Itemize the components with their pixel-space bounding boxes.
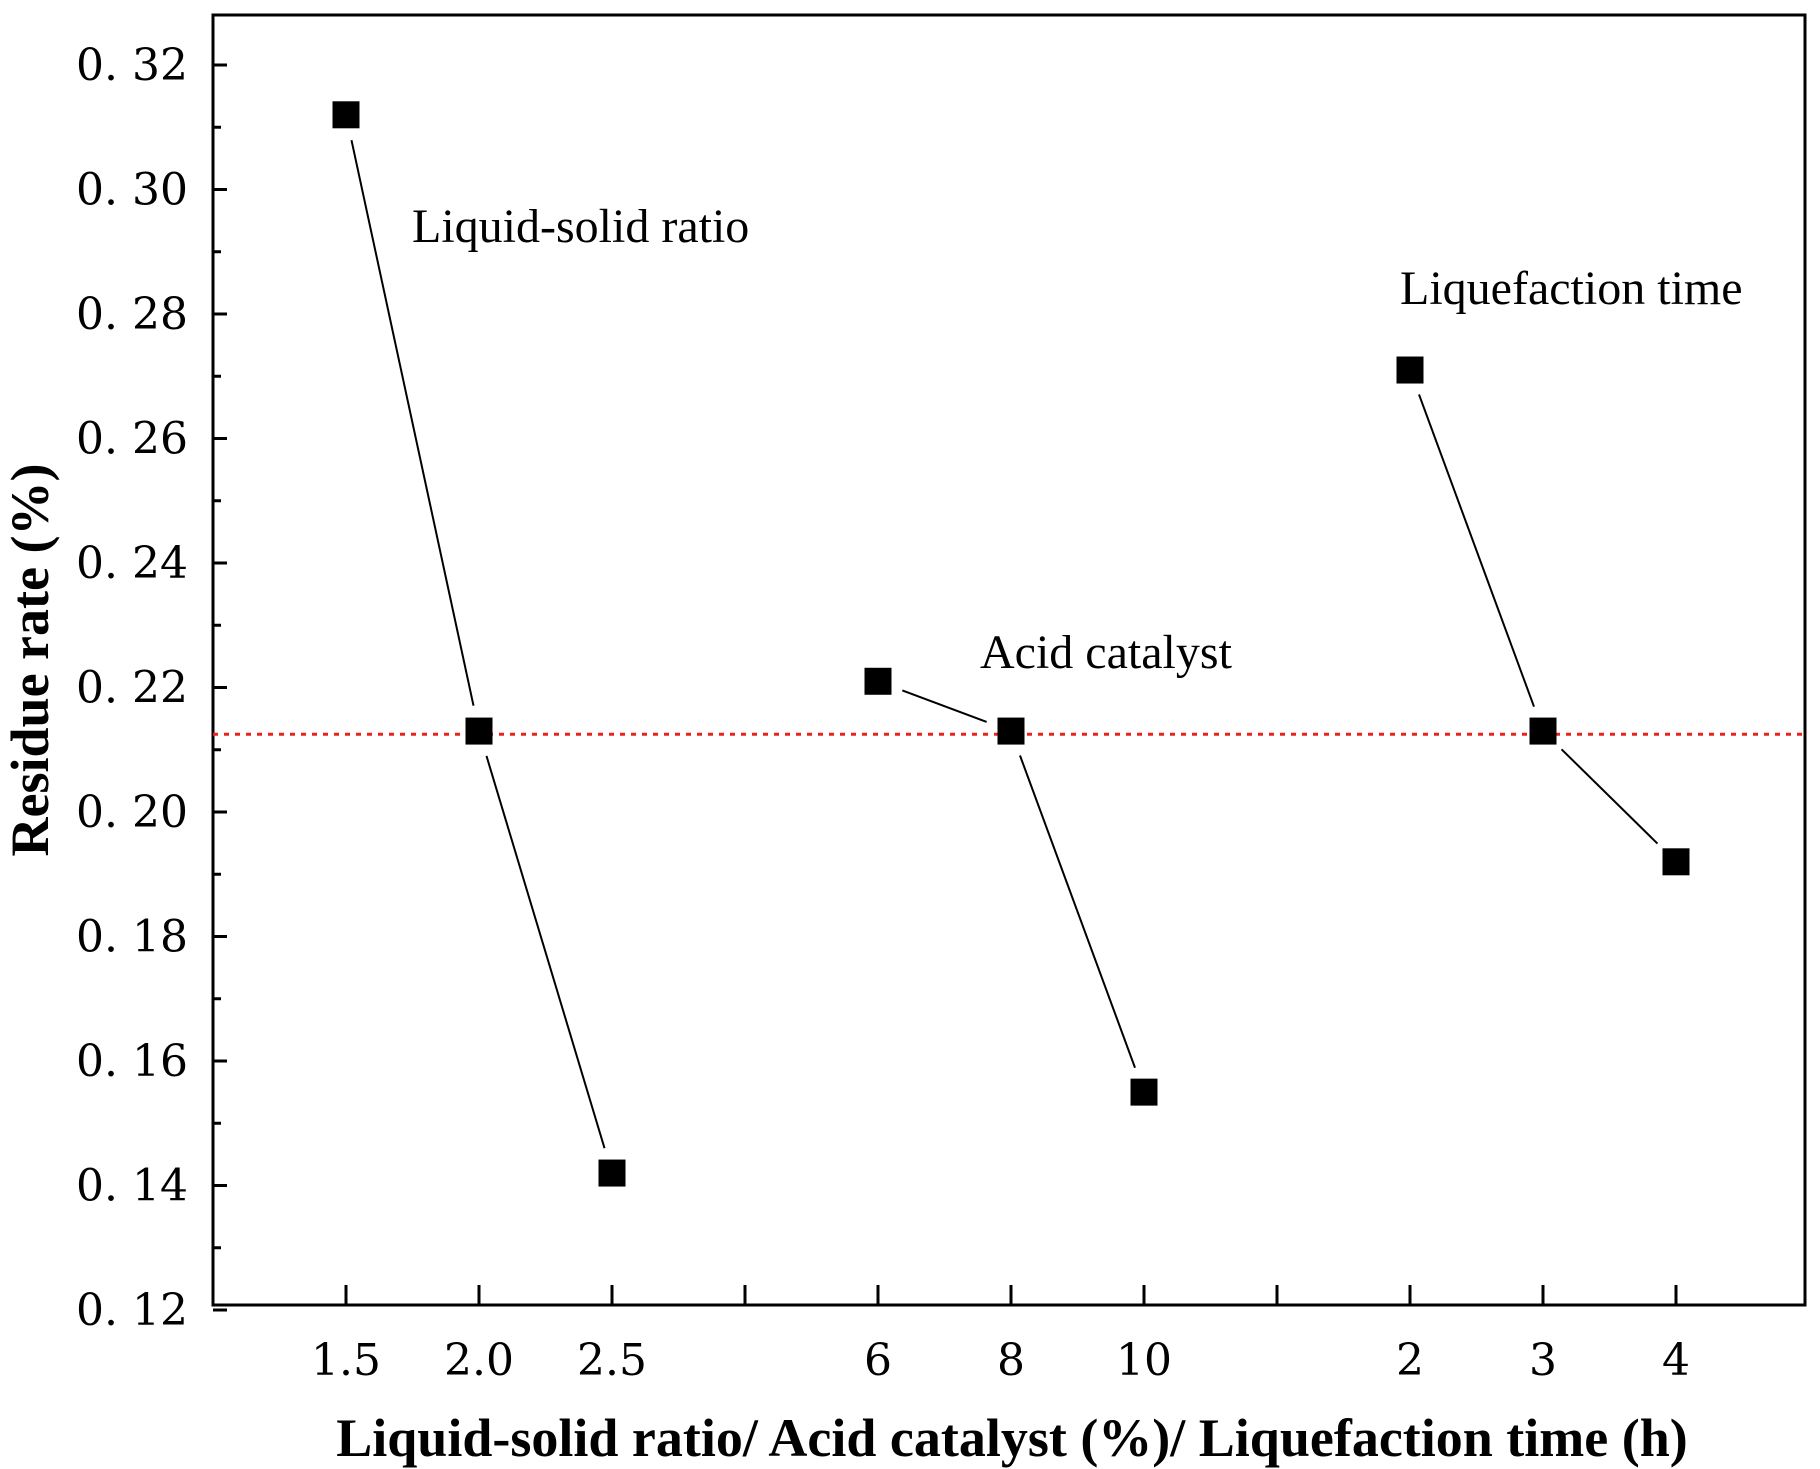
x-tick-label: 2.0 (444, 1335, 514, 1386)
data-point-marker (465, 717, 493, 745)
ticks-layer (213, 63, 1678, 1312)
series-line-segment (350, 140, 475, 706)
series-line-segment (485, 755, 606, 1149)
x-tick-label: 2 (1396, 1335, 1424, 1386)
series-line-segment (1019, 755, 1136, 1069)
data-point-marker (332, 101, 360, 129)
y-tick-label: 0. 16 (76, 1036, 188, 1087)
y-tick-label: 0. 30 (76, 165, 188, 216)
series-line-segment (1560, 748, 1659, 845)
x-tick-label: 3 (1529, 1335, 1557, 1386)
y-tick-label: 0. 18 (76, 912, 188, 963)
data-point-marker (1529, 717, 1557, 745)
x-tick-label: 8 (997, 1335, 1025, 1386)
y-tick-label: 0. 12 (76, 1285, 188, 1336)
x-tick-label: 10 (1116, 1335, 1172, 1386)
x-tick-label: 1.5 (311, 1335, 381, 1386)
x-tick-label: 2.5 (577, 1335, 647, 1386)
y-tick-label: 0. 20 (76, 787, 188, 838)
data-point-marker (864, 667, 892, 695)
y-tick-label: 0. 14 (76, 1161, 188, 1212)
y-tick-label: 0. 22 (76, 663, 188, 714)
data-point-marker (1662, 848, 1690, 876)
tick-labels-layer: 0. 12 0. 14 0. 16 0. 18 0. 20 0. 22 0. 24 0. 26… (76, 40, 1690, 1386)
plot-frame (211, 13, 1807, 1307)
data-point-marker (598, 1159, 626, 1187)
annotation-liquid-solid-ratio: Liquid-solid ratio (412, 200, 749, 253)
data-point-marker (1130, 1078, 1158, 1106)
annotation-acid-catalyst: Acid catalyst (980, 626, 1233, 679)
y-tick-label: 0. 26 (76, 414, 188, 465)
series-line-segment (901, 689, 988, 723)
y-tick-label: 0. 24 (76, 538, 188, 589)
y-axis-title: Residue rate (%) (0, 464, 60, 857)
annotation-liquefaction-time: Liquefaction time (1400, 262, 1743, 315)
y-tick-label: 0. 28 (76, 289, 188, 340)
data-point-marker (1396, 356, 1424, 384)
x-tick-label: 6 (864, 1335, 892, 1386)
series-line-segment (1418, 394, 1535, 708)
y-tick-label: 0. 32 (76, 40, 188, 91)
x-axis-title: Liquid-solid ratio/ Acid catalyst (%)/ L… (336, 1408, 1688, 1468)
markers-layer (332, 101, 1690, 1187)
x-tick-label: 4 (1662, 1335, 1690, 1386)
data-point-marker (997, 717, 1025, 745)
series-lines-layer (350, 140, 1659, 1149)
